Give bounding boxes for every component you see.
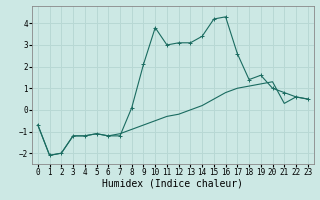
X-axis label: Humidex (Indice chaleur): Humidex (Indice chaleur) [102, 179, 243, 189]
